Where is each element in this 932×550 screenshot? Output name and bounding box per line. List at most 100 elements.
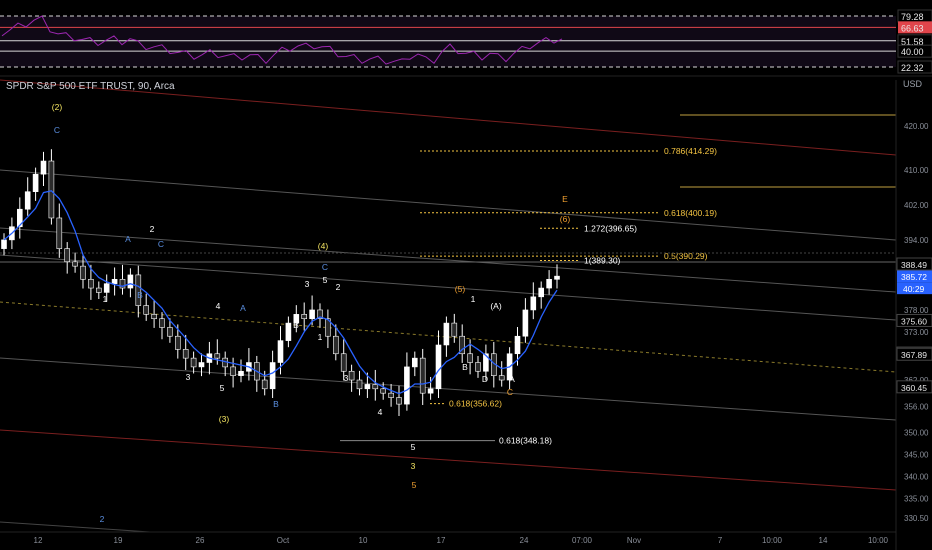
wave-label: 5 <box>411 442 416 452</box>
rsi-level-tag <box>898 21 932 34</box>
price-tick-label: 394.00 <box>904 236 929 245</box>
fib-label: 0.786(414.29) <box>664 146 717 156</box>
channel-line <box>0 79 897 156</box>
fib-label: 0.618(348.18) <box>499 436 552 446</box>
wave-label: 5 <box>220 383 225 393</box>
wave-label: (6) <box>560 214 571 224</box>
rsi-band <box>0 16 896 67</box>
candle-body <box>451 322 458 337</box>
candle-body <box>230 366 236 376</box>
candle-body <box>522 309 529 337</box>
wave-label: C <box>507 387 513 397</box>
price-tick-label: 373.00 <box>904 328 929 337</box>
candle-body <box>261 379 268 390</box>
candle-body <box>538 287 545 298</box>
candle-body <box>80 265 86 280</box>
candle-body <box>293 314 300 324</box>
price-tick-label: 335.00 <box>904 494 929 503</box>
candle-body <box>103 283 110 293</box>
candle-body <box>467 353 473 363</box>
channel-line <box>0 254 897 321</box>
channel-line <box>0 227 897 293</box>
wave-label: (A) <box>490 301 502 311</box>
wave-label: 2 <box>100 514 105 524</box>
fib-label: 0.618(356.62) <box>449 399 502 409</box>
price-tick-label: 402.00 <box>904 201 929 210</box>
wave-label: 3 <box>305 279 310 289</box>
candle-body <box>514 335 521 355</box>
candle-body <box>48 160 55 219</box>
candle-body <box>119 278 126 289</box>
price-tag <box>896 313 932 327</box>
price-candles[interactable] <box>1 149 560 416</box>
price-tag-label: 385.72 <box>901 272 927 282</box>
time-tick-label: 26 <box>196 536 205 545</box>
candle-body <box>475 362 481 372</box>
rsi-line <box>1 15 563 65</box>
candle-body <box>309 309 315 320</box>
wave-label: C <box>322 262 328 272</box>
candle-body <box>214 353 221 359</box>
candle-body <box>364 384 371 390</box>
candle-body <box>427 388 434 394</box>
candle-body <box>182 349 189 359</box>
price-tag <box>896 347 932 361</box>
wave-label: A <box>125 234 131 244</box>
candle-body <box>151 314 157 320</box>
price-tick-label: 410.00 <box>904 166 929 175</box>
price-tick-label: 420.00 <box>904 122 929 131</box>
price-tick-label: 356.00 <box>904 402 929 411</box>
price-tag-label: 360.45 <box>901 383 927 393</box>
wave-label: 2 <box>150 224 155 234</box>
candle-body <box>72 261 78 267</box>
price-tick-label: 330.50 <box>904 514 929 523</box>
price-tick-label: 378.00 <box>904 306 929 315</box>
candle-body <box>127 274 134 289</box>
time-axis[interactable]: 12 19 26 Oct 10 17 24 07:00 Nov 7 10:00 14 10:00 <box>0 531 896 545</box>
candle-body <box>554 275 560 280</box>
time-tick-label: 19 <box>114 536 123 545</box>
candle-body <box>16 208 23 228</box>
candle-body <box>372 384 379 390</box>
candle-body <box>325 318 331 337</box>
time-tick-label: 24 <box>520 536 529 545</box>
price-axis[interactable]: 330.50335.00340.00345.00350.00356.00362.… <box>895 80 932 550</box>
candle-body <box>88 278 94 289</box>
candle-body <box>111 278 118 284</box>
candle-body <box>396 397 402 405</box>
time-tick-label: Oct <box>277 536 290 545</box>
time-tick-label: 17 <box>437 536 446 545</box>
price-tag <box>897 270 932 283</box>
fib-label: 0.5(390.29) <box>664 251 708 261</box>
wave-label: (4) <box>318 241 329 251</box>
wave-label: 3 <box>186 372 191 382</box>
candle-body <box>285 322 292 341</box>
wave-label: B <box>273 399 279 409</box>
time-tick-label: 10 <box>359 536 368 545</box>
wave-label: (3) <box>219 414 230 424</box>
time-tick-label: 14 <box>819 536 828 545</box>
wave-label: 2 <box>336 282 341 292</box>
wave-label: 1 <box>318 332 323 342</box>
fib-levels: 0.786(414.29) 0.618(400.19) 1.272(396.65) 0… <box>0 114 896 446</box>
time-tick-label: 10:00 <box>868 536 889 545</box>
rsi-level-tag <box>897 60 932 74</box>
wave-label: 5 <box>412 480 417 490</box>
price-tag <box>896 257 932 271</box>
candle-body <box>24 191 31 210</box>
time-tick-label: 12 <box>34 536 43 545</box>
wave-label: B <box>137 290 143 300</box>
wave-label: D <box>482 374 488 384</box>
candle-body <box>356 379 363 390</box>
candle-body <box>175 335 181 350</box>
currency-label: USD <box>903 79 923 89</box>
wave-label: 1 <box>103 294 108 304</box>
candle-body <box>317 309 323 320</box>
candle-body <box>56 217 63 249</box>
candle-body <box>483 353 489 372</box>
candle-body <box>198 362 205 368</box>
candle-body <box>143 305 149 315</box>
candle-body <box>96 287 102 293</box>
